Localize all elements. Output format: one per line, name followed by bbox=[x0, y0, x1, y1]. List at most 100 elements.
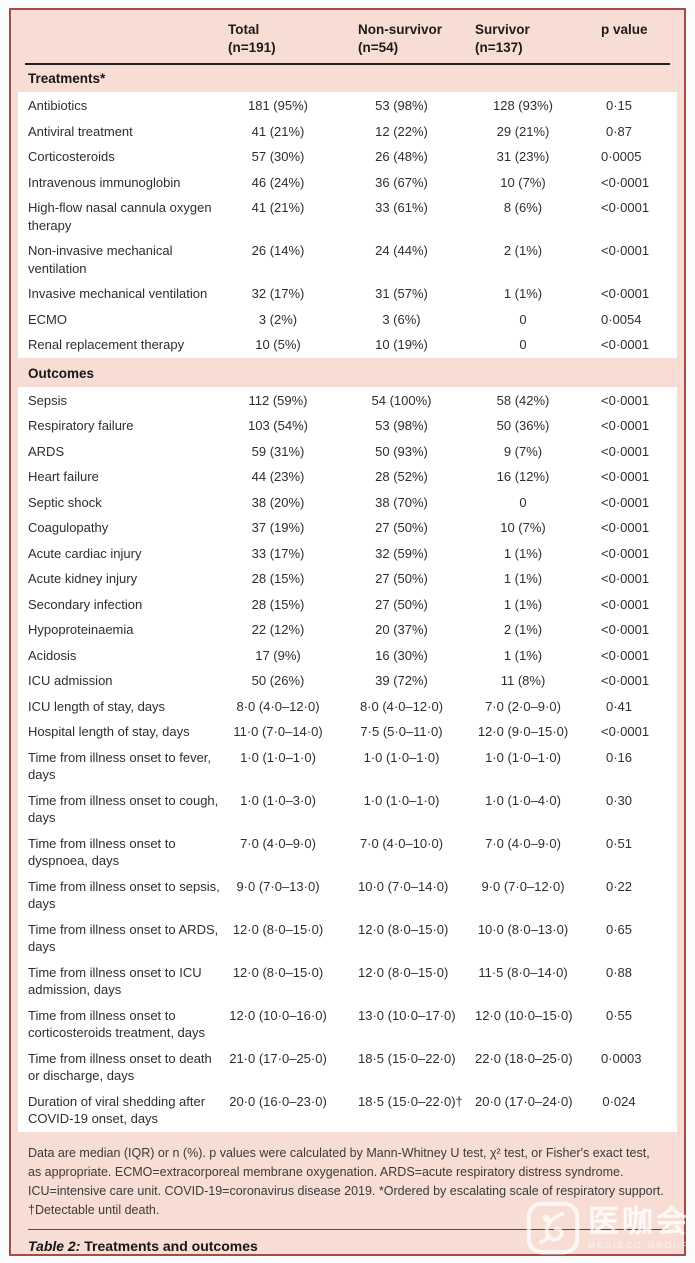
table-row: Respiratory failure 103 (54%) 53 (98%) 5… bbox=[18, 413, 677, 439]
cell-p-value: 0·024 bbox=[602, 1093, 636, 1109]
cell-total: 181 (95%) bbox=[248, 98, 308, 113]
cell-non-survivor: 32 (59%) bbox=[375, 545, 428, 561]
table-row: Acute kidney injury 28 (15%) 27 (50%) 1 … bbox=[18, 566, 677, 592]
cell-total: 11·0 (7·0–14·0) bbox=[233, 724, 323, 739]
cell-total: 21·0 (17·0–25·0) bbox=[229, 1050, 327, 1066]
cell-p-value: <0·0001 bbox=[601, 469, 650, 484]
cell-non-survivor: 7·0 (4·0–10·0) bbox=[359, 835, 444, 851]
cell-survivor: 12·0 (9·0–15·0) bbox=[477, 724, 569, 739]
table-row: Duration of viral shedding after COVID-1… bbox=[18, 1088, 677, 1132]
row-label: ECMO bbox=[28, 311, 67, 327]
cell-survivor: 11 (8%) bbox=[500, 673, 546, 688]
table-row: Secondary infection 28 (15%) 27 (50%) 1 … bbox=[18, 591, 677, 617]
column-header-p-value: p value bbox=[601, 21, 667, 56]
cell-survivor: 10·0 (8·0–13·0) bbox=[477, 921, 569, 937]
cell-survivor: 9·0 (7·0–12·0) bbox=[481, 878, 565, 894]
cell-non-survivor: 12·0 (8·0–15·0) bbox=[358, 964, 449, 980]
section-header: Outcomes bbox=[11, 359, 684, 386]
table-row: Hospital length of stay, days 11·0 (7·0–… bbox=[18, 719, 677, 745]
cell-p-value: 0·65 bbox=[605, 921, 633, 937]
cell-total: 17 (9%) bbox=[255, 647, 301, 663]
row-label: Time from illness onset to corticosteroi… bbox=[28, 1007, 206, 1041]
cell-survivor: 58 (42%) bbox=[496, 392, 550, 408]
header-spacer bbox=[28, 21, 228, 56]
cell-total: 41 (21%) bbox=[251, 123, 305, 139]
cell-survivor: 31 (23%) bbox=[496, 149, 550, 164]
cell-survivor: 0 bbox=[519, 311, 527, 327]
table-row: Coagulopathy 37 (19%) 27 (50%) 10 (7%) <… bbox=[18, 515, 677, 541]
cell-non-survivor: 1·0 (1·0–1·0) bbox=[363, 749, 440, 765]
row-label: Acute kidney injury bbox=[28, 571, 138, 586]
column-header-survivor-n: (n=137) bbox=[475, 39, 523, 55]
cell-total: 12·0 (10·0–16·0) bbox=[229, 1007, 327, 1023]
row-label: Time from illness onset to fever, days bbox=[28, 749, 212, 783]
cell-total: 41 (21%) bbox=[251, 200, 305, 215]
cell-survivor: 1 (1%) bbox=[503, 545, 543, 561]
table-row: Intravenous immunoglobin 46 (24%) 36 (67… bbox=[18, 169, 677, 195]
cell-total: 103 (54%) bbox=[248, 418, 308, 433]
cell-non-survivor: 36 (67%) bbox=[375, 174, 428, 190]
row-label: Time from illness onset to ICU admission… bbox=[28, 964, 202, 998]
cell-non-survivor: 31 (57%) bbox=[375, 286, 428, 301]
row-label: Intravenous immunoglobin bbox=[28, 174, 181, 190]
cell-non-survivor: 27 (50%) bbox=[375, 596, 428, 612]
cell-survivor: 1 (1%) bbox=[503, 571, 543, 586]
footnote-line: ICU=intensive care unit. COVID-19=corona… bbox=[28, 1183, 664, 1198]
table-body: Treatments* Antibiotics 181 (95%) 53 (98… bbox=[11, 65, 684, 1134]
cell-p-value: <0·0001 bbox=[601, 724, 650, 739]
cell-survivor: 1 (1%) bbox=[503, 596, 543, 612]
table-footnotes: Data are median (IQR) or n (%). p values… bbox=[11, 1134, 684, 1255]
cell-total: 1·0 (1·0–1·0) bbox=[240, 749, 316, 765]
cell-p-value: <0·0001 bbox=[601, 647, 650, 663]
cell-survivor: 7·0 (2·0–9·0) bbox=[485, 698, 561, 714]
table-row: ECMO 3 (2%) 3 (6%) 0 0·0054 bbox=[18, 306, 677, 332]
row-label: Non-invasive mechanical ventilation bbox=[28, 243, 173, 276]
cell-p-value: <0·0001 bbox=[601, 200, 650, 215]
cell-p-value: 0·30 bbox=[605, 792, 633, 808]
cell-survivor: 10 (7%) bbox=[500, 520, 546, 535]
cell-p-value: 0·41 bbox=[605, 698, 633, 714]
cell-survivor: 22·0 (18·0–25·0) bbox=[475, 1050, 573, 1066]
table-row: Hypoproteinaemia 22 (12%) 20 (37%) 2 (1%… bbox=[18, 617, 677, 643]
cell-p-value: 0·0054 bbox=[601, 311, 642, 327]
cell-non-survivor: 50 (93%) bbox=[375, 443, 428, 459]
column-header-p-value-label: p value bbox=[601, 22, 648, 37]
row-label: Sepsis bbox=[28, 392, 68, 408]
cell-p-value: <0·0001 bbox=[601, 596, 650, 612]
row-label: Time from illness onset to sepsis, days bbox=[28, 878, 220, 912]
row-label: Time from illness onset to ARDS, days bbox=[28, 921, 219, 955]
cell-total: 33 (17%) bbox=[251, 545, 305, 561]
row-label: ICU admission bbox=[28, 673, 113, 688]
cell-total: 9·0 (7·0–13·0) bbox=[236, 878, 320, 894]
cell-p-value: 0·0005 bbox=[601, 149, 642, 164]
footnote-line: as appropriate. ECMO=extracorporeal memb… bbox=[28, 1164, 624, 1179]
cell-p-value: 0·0003 bbox=[601, 1050, 642, 1066]
cell-non-survivor: 10 (19%) bbox=[375, 337, 428, 352]
cell-p-value: <0·0001 bbox=[601, 571, 650, 586]
cell-total: 26 (14%) bbox=[251, 243, 305, 258]
cell-total: 22 (12%) bbox=[251, 622, 305, 637]
cell-survivor: 11·5 (8·0–14·0) bbox=[478, 964, 568, 980]
cell-non-survivor: 39 (72%) bbox=[375, 673, 428, 688]
cell-survivor: 0 bbox=[519, 494, 527, 510]
cell-p-value: <0·0001 bbox=[601, 494, 650, 510]
section-header: Treatments* bbox=[11, 65, 684, 91]
cell-p-value: 0·22 bbox=[605, 878, 633, 894]
table-row: Invasive mechanical ventilation 32 (17%)… bbox=[18, 281, 677, 307]
cell-non-survivor: 7·5 (5·0–11·0) bbox=[360, 724, 443, 739]
cell-total: 32 (17%) bbox=[251, 286, 305, 301]
table-caption: Table 2: Treatments and outcomes bbox=[28, 1237, 667, 1255]
cell-p-value: 0·51 bbox=[605, 835, 633, 851]
table-row: ICU length of stay, days 8·0 (4·0–12·0) … bbox=[18, 693, 677, 719]
table-row: Time from illness onset to sepsis, days … bbox=[18, 873, 677, 917]
cell-non-survivor: 20 (37%) bbox=[375, 622, 428, 637]
cell-non-survivor: 28 (52%) bbox=[375, 469, 428, 484]
column-header-non-survivor-label: Non-survivor bbox=[358, 22, 443, 37]
table-row: Acute cardiac injury 33 (17%) 32 (59%) 1… bbox=[18, 540, 677, 566]
cell-total: 10 (5%) bbox=[255, 337, 301, 352]
row-label: Invasive mechanical ventilation bbox=[28, 286, 208, 301]
lancet-table-frame: Total (n=191) Non-survivor (n=54) Surviv… bbox=[9, 8, 686, 1256]
row-label: Time from illness onset to death or disc… bbox=[28, 1050, 212, 1084]
footnote-line: Data are median (IQR) or n (%). p values… bbox=[28, 1145, 650, 1160]
table-row: Antibiotics 181 (95%) 53 (98%) 128 (93%)… bbox=[18, 92, 677, 119]
